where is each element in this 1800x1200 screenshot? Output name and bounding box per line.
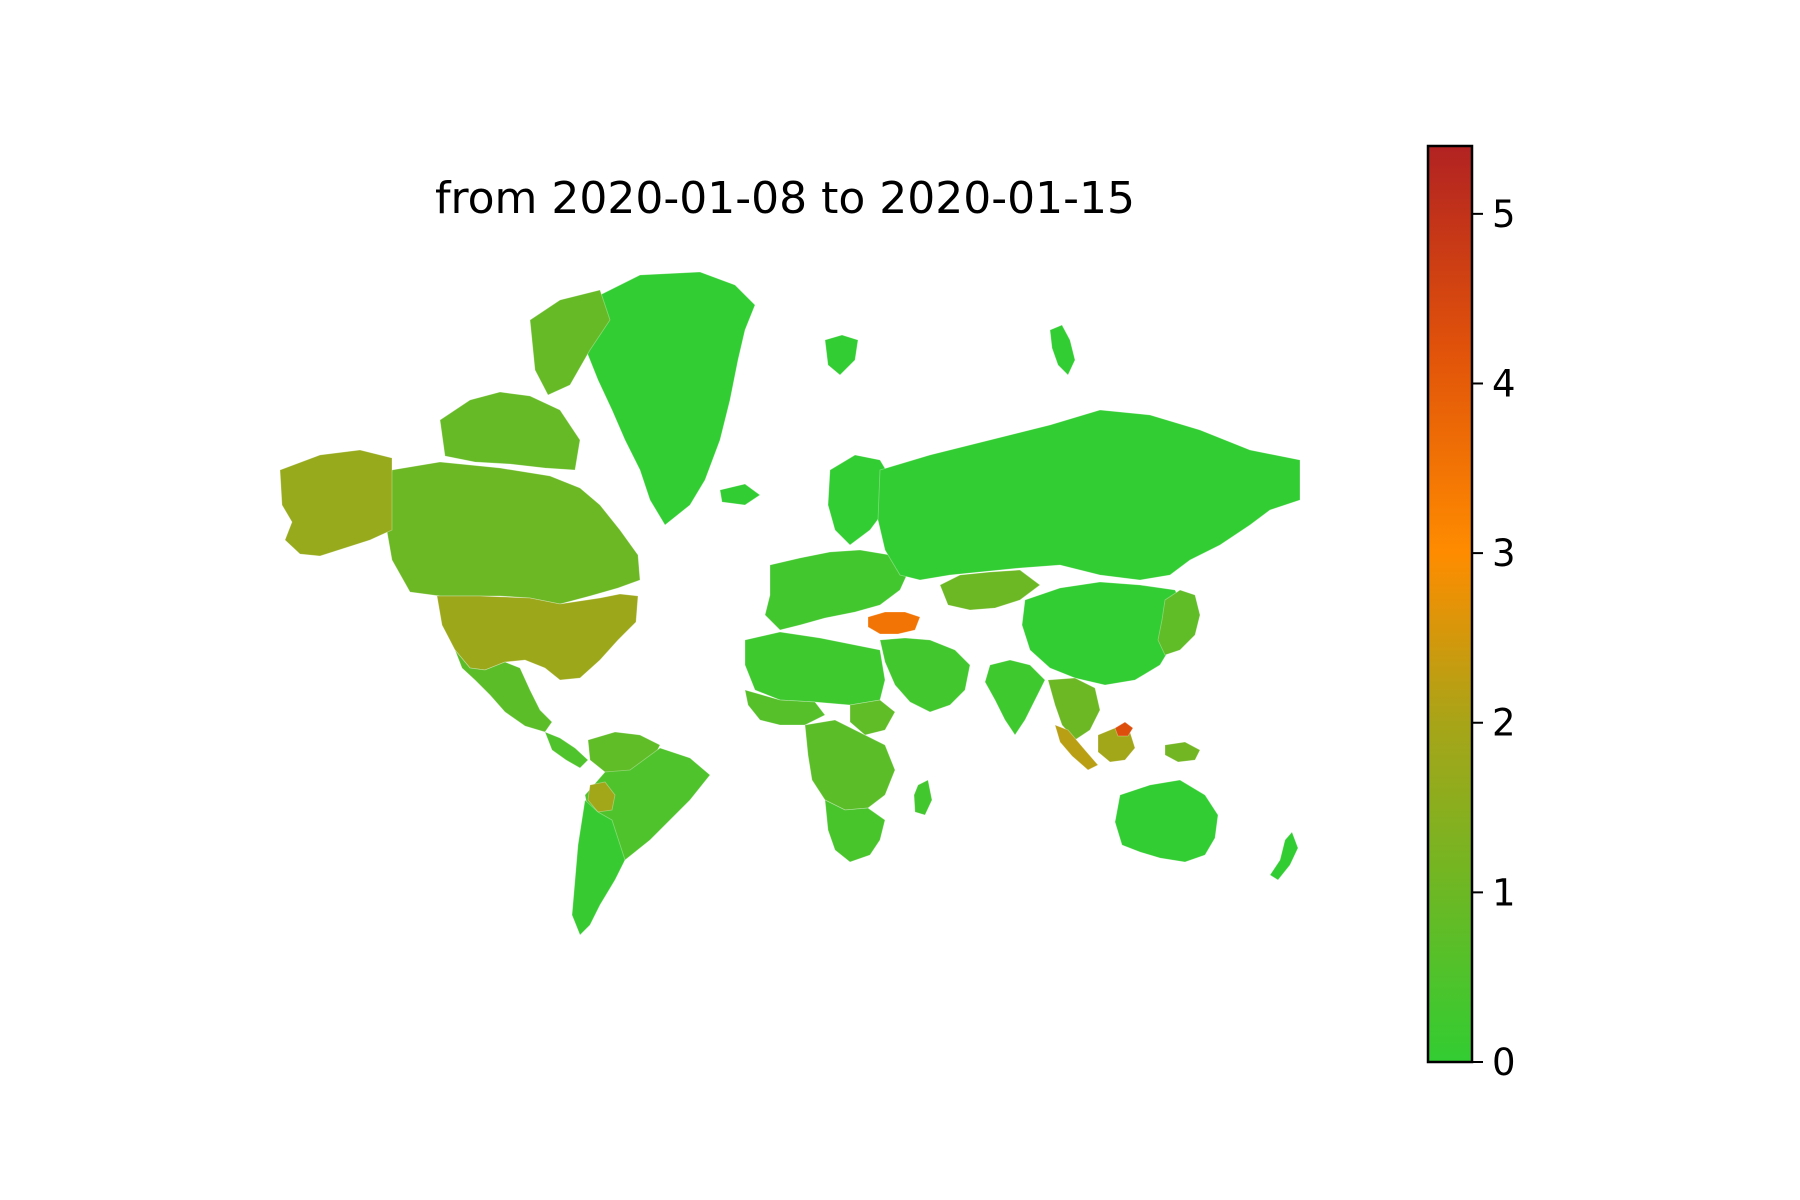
map-title: from 2020-01-08 to 2020-01-15 bbox=[435, 173, 1135, 224]
colorbar-tick-label: 1 bbox=[1492, 871, 1516, 914]
region-north-africa bbox=[744, 631, 886, 706]
colorbar-ticks: 0 1 2 3 4 5 bbox=[1472, 193, 1516, 1084]
region-madagascar bbox=[913, 779, 933, 816]
region-russia bbox=[877, 409, 1301, 581]
colorbar-tick-label: 0 bbox=[1492, 1041, 1516, 1084]
colorbar: 0 1 2 3 4 5 bbox=[1426, 144, 1516, 1084]
region-canada bbox=[384, 461, 641, 605]
region-japan bbox=[1157, 589, 1201, 656]
colorbar-gradient bbox=[1426, 144, 1474, 1064]
region-europe bbox=[764, 549, 911, 631]
region-sudan bbox=[849, 699, 896, 736]
region-bolivia bbox=[587, 781, 616, 813]
region-argentina-chile bbox=[571, 799, 626, 936]
region-central-america bbox=[544, 731, 589, 769]
region-scandinavia bbox=[827, 454, 896, 546]
region-southeast-asia bbox=[1047, 677, 1101, 741]
region-new-zealand bbox=[1269, 831, 1299, 881]
region-united-states bbox=[436, 593, 639, 681]
region-alaska bbox=[279, 449, 393, 557]
colorbar-tick-label: 4 bbox=[1492, 362, 1516, 405]
region-australia bbox=[1114, 779, 1219, 863]
region-china bbox=[1021, 581, 1186, 686]
region-canadian-arctic bbox=[439, 289, 611, 471]
region-southern-africa bbox=[824, 799, 886, 863]
region-iceland bbox=[719, 483, 761, 506]
region-mexico bbox=[454, 649, 553, 733]
colorbar-tick-label: 2 bbox=[1492, 702, 1516, 745]
region-sumatra bbox=[1054, 724, 1099, 771]
region-central-africa bbox=[804, 719, 896, 811]
region-kazakhstan bbox=[939, 569, 1041, 611]
region-greenland bbox=[577, 271, 756, 526]
map-regions bbox=[279, 271, 1301, 936]
region-india bbox=[984, 659, 1046, 736]
region-svalbard bbox=[824, 334, 859, 376]
region-borneo-north bbox=[1114, 721, 1134, 737]
region-novaya-zemlya bbox=[1049, 324, 1076, 376]
region-turkey bbox=[867, 611, 921, 635]
colorbar-tick-label: 3 bbox=[1492, 532, 1516, 575]
colorbar-tick-label: 5 bbox=[1492, 193, 1516, 236]
region-papua bbox=[1164, 741, 1201, 763]
region-middle-east bbox=[879, 637, 971, 713]
